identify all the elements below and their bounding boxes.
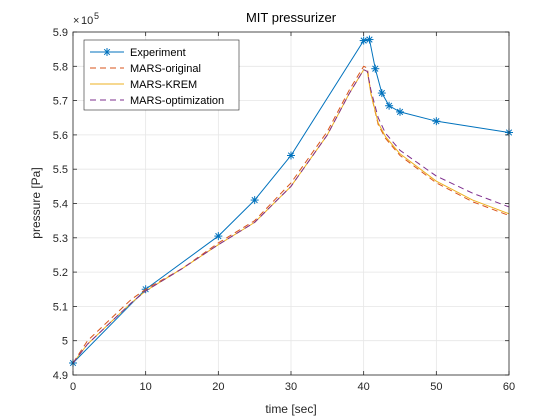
y-exponent-multiplier: ×: [73, 15, 79, 27]
x-tick-label: 60: [503, 381, 515, 393]
y-tick-label: 5.5: [53, 164, 68, 176]
y-tick-label: 5.8: [53, 61, 68, 73]
y-exponent-power: 5: [94, 11, 99, 21]
x-tick-label: 20: [212, 381, 224, 393]
series-point: [359, 36, 368, 45]
series-point: [396, 107, 404, 116]
x-tick-label: 10: [140, 381, 152, 393]
y-tick-label: 4.9: [53, 370, 68, 382]
y-tick-label: 5.1: [53, 301, 68, 313]
y-tick-label: 5.9: [53, 27, 68, 39]
legend-label-1: MARS-original: [130, 63, 201, 75]
y-axis-label: pressure [Pa]: [29, 167, 43, 238]
series-point: [432, 117, 441, 126]
series-point: [365, 35, 374, 44]
x-tick-label: 30: [285, 381, 297, 393]
x-axis-label: time [sec]: [265, 402, 316, 416]
x-tick-label: 0: [70, 381, 76, 393]
chart-title: MIT pressurizer: [246, 10, 337, 25]
y-tick-label: 5.6: [53, 130, 68, 142]
legend: Experiment MARS-original MARS-KREM MARS-opt…: [83, 39, 240, 111]
series-line-1: [72, 65, 510, 364]
y-exponent-base: 10: [81, 15, 93, 27]
series-point: [287, 151, 295, 160]
series-point: [377, 89, 386, 98]
series-point: [250, 196, 259, 205]
legend-marker: [103, 48, 111, 56]
ticks: 0 10 20 30 40 50 60 4.9 5 5.1 5.2 5.3 5.4 5.5 5.6 5.7 5.…: [53, 27, 515, 393]
y-tick-label: 5.4: [53, 199, 68, 211]
x-tick-label: 40: [358, 381, 370, 393]
y-tick-label: 5: [62, 336, 68, 348]
x-tick-label: 50: [430, 381, 442, 393]
y-tick-label: 5.2: [53, 267, 68, 279]
series-line-2: [72, 69, 510, 364]
legend-label-3: MARS-optimization: [130, 95, 224, 107]
series-point: [214, 232, 223, 241]
y-exponent: × 10 5: [73, 11, 99, 27]
series-point: [371, 64, 380, 73]
y-tick-label: 5.3: [53, 233, 68, 245]
y-tick-label: 5.7: [53, 96, 68, 108]
legend-label-0: Experiment: [130, 47, 186, 59]
series-point: [385, 101, 394, 110]
legend-label-2: MARS-KREM: [130, 79, 197, 91]
